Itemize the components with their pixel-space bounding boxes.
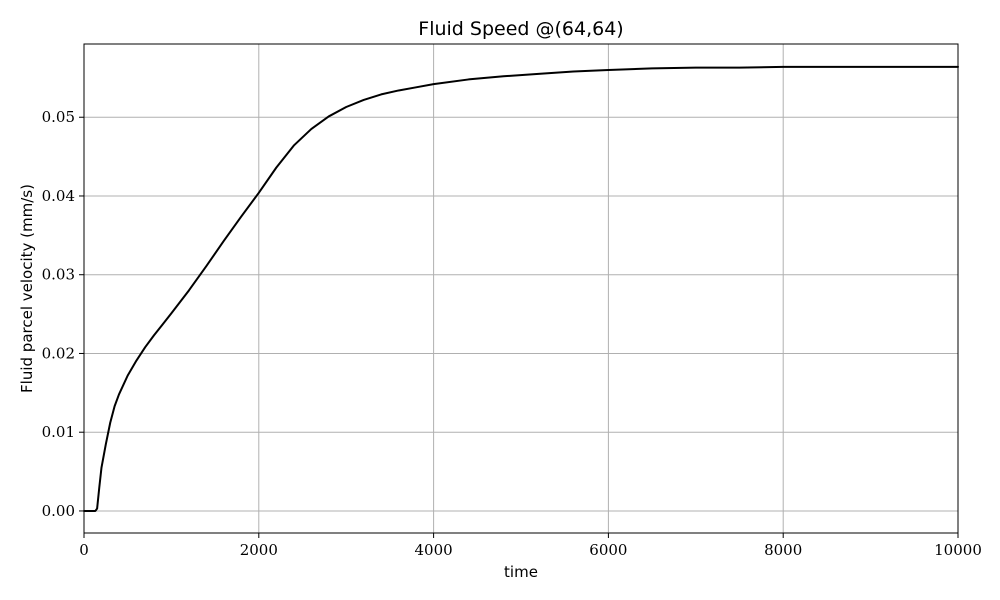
y-tick-label: 0.01 bbox=[42, 423, 75, 441]
y-axis-label: Fluid parcel velocity (mm/s) bbox=[18, 184, 36, 393]
y-tick-label: 0.02 bbox=[42, 344, 75, 362]
y-tick-label: 0.00 bbox=[42, 502, 75, 520]
series-layer bbox=[83, 65, 959, 512]
plot-frame bbox=[83, 43, 959, 534]
x-tick-label: 6000 bbox=[589, 541, 627, 559]
y-tick-label: 0.05 bbox=[42, 108, 75, 126]
x-tick-label: 2000 bbox=[240, 541, 278, 559]
series-line bbox=[83, 65, 959, 512]
chart-title: Fluid Speed @(64,64) bbox=[418, 18, 623, 40]
y-tick-label: 0.03 bbox=[42, 266, 75, 284]
x-axis-label: time bbox=[504, 563, 538, 581]
grid bbox=[83, 44, 959, 533]
x-tick-label: 8000 bbox=[764, 541, 802, 559]
x-tick-label: 4000 bbox=[415, 541, 453, 559]
axis-ticks: 0 2000 4000 6000 8000 10000 0.00 0.01 0.02 0.03 0.… bbox=[42, 108, 982, 559]
x-tick-label: 0 bbox=[79, 541, 89, 559]
x-tick-label: 10000 bbox=[934, 541, 982, 559]
y-tick-label: 0.04 bbox=[42, 187, 75, 205]
